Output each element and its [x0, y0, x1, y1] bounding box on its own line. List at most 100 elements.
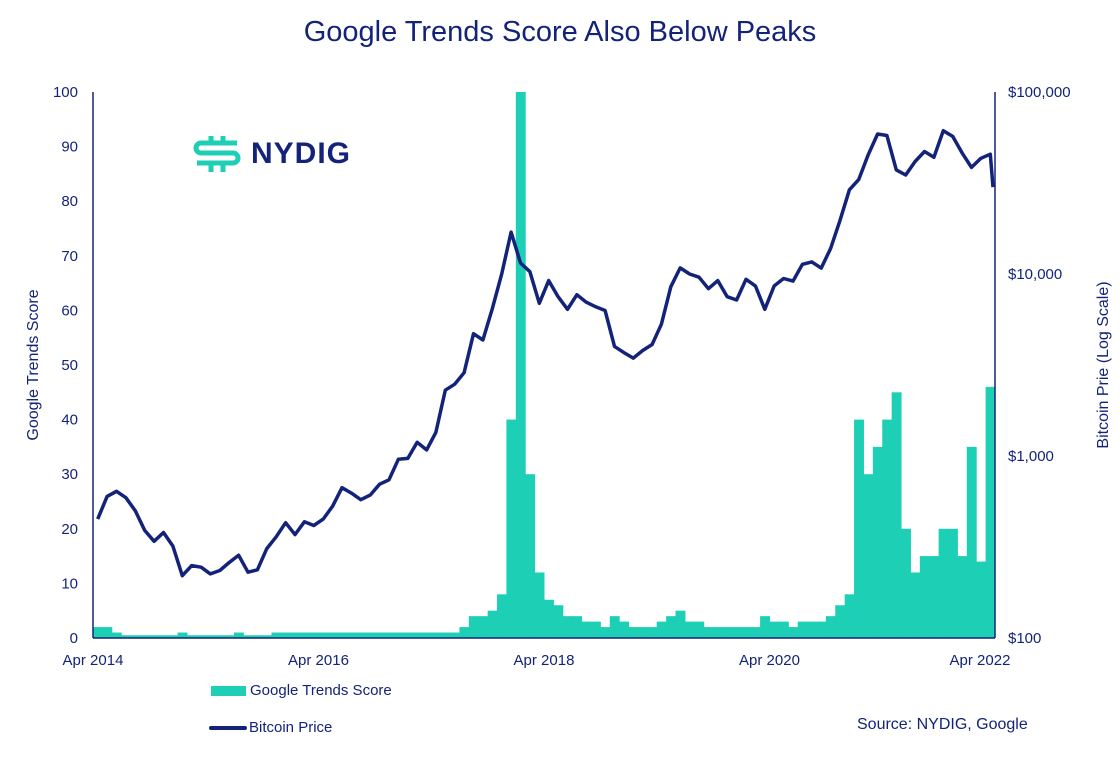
x-tick-label: Apr 2014 — [63, 652, 124, 669]
trends-bar — [713, 627, 724, 638]
trends-bar — [412, 632, 423, 638]
trends-bar — [778, 621, 789, 638]
trends-bar — [628, 627, 639, 638]
trends-bar — [938, 528, 949, 638]
trends-bar — [233, 632, 244, 638]
x-tick-label: Apr 2018 — [514, 652, 575, 669]
trends-bar — [337, 632, 348, 638]
trends-bar — [609, 616, 620, 638]
left-tick-label: 50 — [61, 357, 78, 374]
trends-bar — [929, 556, 940, 638]
right-tick-label: $1,000 — [1008, 448, 1054, 465]
trends-bar — [825, 616, 836, 638]
right-tick-label: $100,000 — [1008, 84, 1071, 101]
trends-bar — [731, 627, 742, 638]
trends-bar — [872, 446, 883, 638]
chart-title: Google Trends Score Also Below Peaks — [303, 16, 817, 48]
trends-bar — [102, 627, 113, 638]
trends-bar — [854, 419, 864, 638]
left-tick-label: 0 — [70, 630, 78, 647]
trends-bar — [910, 572, 921, 638]
trends-bar — [177, 632, 188, 638]
trends-bar — [722, 627, 733, 638]
trends-bar — [750, 627, 761, 638]
trends-bar — [290, 632, 301, 638]
trends-bar — [760, 616, 770, 638]
trends-bar — [262, 635, 273, 638]
trends-bar — [581, 621, 592, 638]
trends-bar — [149, 635, 160, 638]
legend-trends: Google Trends Score — [211, 682, 392, 699]
trends-bar — [440, 632, 451, 638]
trends-bar — [600, 627, 611, 638]
left-tick-label: 70 — [61, 248, 78, 265]
left-tick-label: 40 — [61, 412, 78, 429]
trends-bar — [807, 621, 817, 638]
trends-bar — [158, 635, 169, 638]
trends-bar — [966, 446, 977, 638]
left-tick-label: 80 — [61, 193, 78, 210]
left-tick-label: 60 — [61, 302, 78, 319]
trends-bar — [327, 632, 338, 638]
right-tick-label: $10,000 — [1008, 266, 1062, 283]
legend-swatch-trends — [211, 685, 246, 696]
trends-bar — [130, 635, 141, 638]
trends-bar — [891, 392, 902, 638]
trends-bar — [196, 635, 207, 638]
trends-bar — [309, 632, 319, 638]
trends-bar — [985, 386, 996, 638]
trends-bar — [497, 594, 507, 638]
legend-swatch-price — [209, 725, 247, 730]
trends-bar — [93, 627, 103, 638]
trends-bar — [271, 632, 282, 638]
trends-bar — [478, 616, 489, 638]
x-tick-label: Apr 2022 — [950, 652, 1011, 669]
trends-bar — [976, 561, 987, 638]
trends-bar — [572, 616, 583, 638]
trends-bar — [468, 616, 479, 638]
trends-bar — [703, 627, 714, 638]
trends-bar — [431, 632, 442, 638]
trends-bar — [421, 632, 432, 638]
legend-label-price: Bitcoin Price — [249, 719, 333, 736]
left-tick-label: 30 — [61, 466, 78, 483]
trends-bar — [694, 621, 705, 638]
trends-bar — [121, 635, 132, 638]
trends-bar — [544, 599, 554, 638]
x-tick-label: Apr 2016 — [288, 652, 349, 669]
trends-bar — [111, 632, 122, 638]
trends-bar — [215, 635, 226, 638]
trends-bar — [374, 632, 385, 638]
trends-bar — [356, 632, 366, 638]
trends-bar — [384, 632, 395, 638]
legend-price: Bitcoin Price — [209, 719, 332, 736]
logo-text: NYDIG — [251, 137, 352, 170]
trends-bars — [93, 92, 996, 638]
trends-bar — [205, 635, 216, 638]
trends-bar — [948, 528, 958, 638]
left-tick-label: 20 — [61, 521, 78, 538]
trends-bar — [769, 621, 780, 638]
trends-bar — [553, 605, 564, 638]
trends-bar — [365, 632, 376, 638]
trends-bar — [168, 635, 179, 638]
trends-bar — [647, 627, 658, 638]
trends-bar — [459, 627, 470, 638]
left-tick-label: 10 — [61, 575, 78, 592]
trends-bar — [835, 605, 846, 638]
trends-bar — [797, 621, 808, 638]
nydig-logo: NYDIG — [193, 134, 351, 174]
trends-bar — [656, 621, 667, 638]
trends-bar — [346, 632, 357, 638]
trends-bar — [863, 474, 874, 638]
trends-bar — [675, 610, 686, 638]
trends-bar — [534, 572, 545, 638]
trends-bar — [487, 610, 498, 638]
left-tick-label: 100 — [53, 84, 78, 101]
trends-bar — [816, 621, 827, 638]
trends-bar — [299, 632, 310, 638]
trends-bar — [741, 627, 752, 638]
bitcoin-price-line — [96, 128, 995, 578]
x-tick-label: Apr 2020 — [739, 652, 800, 669]
